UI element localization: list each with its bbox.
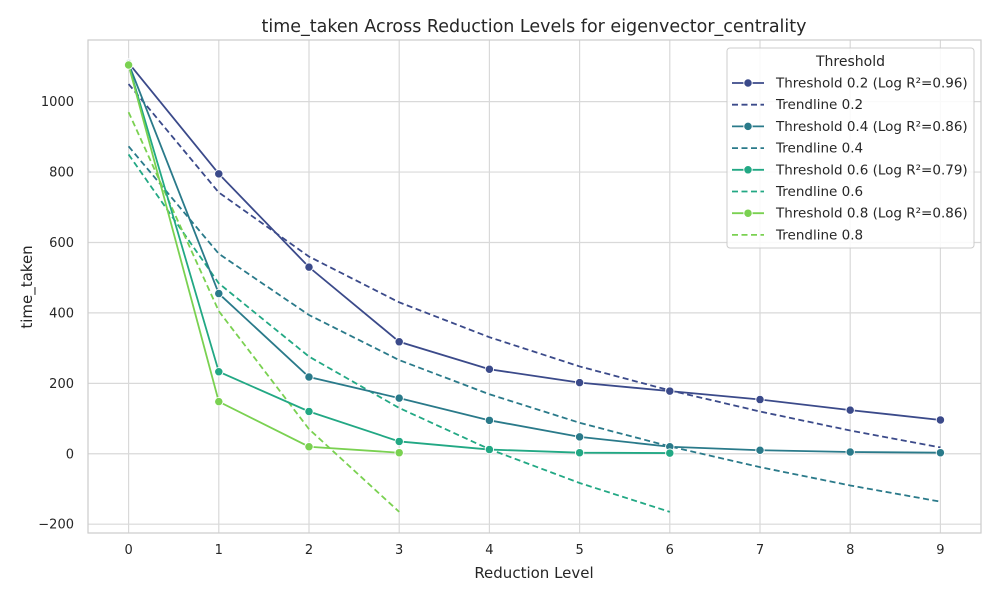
- data-point: [845, 405, 855, 415]
- trendline-2: [127, 153, 671, 513]
- x-tick-label: 7: [756, 543, 764, 558]
- legend-label: Trendline 0.6: [775, 184, 863, 200]
- x-tick-label: 5: [575, 543, 583, 558]
- legend-label: Threshold 0.8 (Log R²=0.86): [775, 206, 968, 222]
- x-tick-label: 1: [215, 543, 223, 558]
- data-point: [394, 393, 404, 403]
- data-point: [304, 406, 314, 417]
- y-tick-label: 800: [49, 166, 74, 181]
- x-tick-label: 4: [485, 543, 493, 558]
- y-tick-label: −200: [38, 518, 74, 533]
- data-point: [214, 367, 224, 377]
- trendline-0: [127, 83, 941, 449]
- legend-box: [726, 47, 975, 249]
- series-line-3: [127, 64, 400, 454]
- x-tick-label: 6: [666, 543, 674, 558]
- data-point: [755, 445, 765, 455]
- data-point: [574, 448, 585, 458]
- data-point: [665, 386, 675, 396]
- legend-label: Threshold 0.2 (Log R²=0.96): [775, 76, 968, 92]
- x-tick-label: 3: [395, 543, 403, 558]
- y-tick-label: 400: [49, 306, 74, 321]
- x-axis-ticks: 0 1 2 3 4 5 6 7 8 9: [124, 543, 944, 558]
- y-tick-label: 0: [66, 447, 74, 462]
- data-point: [845, 447, 855, 457]
- legend-label: Threshold 0.6 (Log R²=0.79): [775, 162, 968, 178]
- y-tick-label: 200: [49, 377, 74, 392]
- series-line-1: [127, 63, 941, 454]
- x-tick-label: 8: [846, 543, 854, 558]
- data-point: [214, 169, 224, 179]
- legend-marker: [743, 165, 753, 175]
- data-point: [755, 394, 765, 405]
- data-point: [394, 448, 404, 458]
- legend-marker: [743, 121, 753, 132]
- legend-marker: [743, 78, 753, 88]
- data-point: [935, 448, 946, 458]
- legend-label: Trendline 0.4: [775, 141, 863, 157]
- legend-label: Trendline 0.2: [775, 97, 863, 113]
- plot-frame: [87, 39, 982, 534]
- legend: Threshold Threshold 0.2 (Log R²=0.96) Tren…: [726, 47, 975, 249]
- data-point: [394, 337, 404, 347]
- data-point: [304, 372, 314, 382]
- trendline-3: [127, 111, 400, 513]
- trendline-1: [127, 145, 941, 503]
- x-tick-label: 2: [305, 543, 313, 558]
- series-line-0: [127, 62, 941, 421]
- data-point: [214, 288, 224, 299]
- data-point: [665, 448, 675, 458]
- legend-marker: [743, 208, 753, 218]
- x-axis-title: Reduction Level: [474, 564, 593, 582]
- data-point: [484, 415, 495, 425]
- y-axis-ticks: −200 0 200 400 600 800 1000: [38, 95, 74, 533]
- x-tick-label: 9: [936, 543, 944, 558]
- data-point: [484, 364, 495, 374]
- data-point: [214, 397, 224, 407]
- chart-title: time_taken Across Reduction Levels for e…: [261, 17, 806, 37]
- data-point: [304, 262, 314, 272]
- data-point: [935, 415, 946, 425]
- data-point: [574, 432, 585, 442]
- legend-label: Trendline 0.8: [775, 227, 863, 243]
- data-point: [123, 60, 134, 70]
- data-point: [394, 436, 404, 447]
- y-tick-label: 1000: [41, 95, 74, 110]
- legend-title: Threshold: [815, 54, 885, 70]
- x-tick-label: 0: [124, 543, 132, 558]
- series-layer: [123, 58, 946, 513]
- data-point: [484, 444, 495, 455]
- data-point: [574, 377, 585, 388]
- legend-label: Threshold 0.4 (Log R²=0.86): [775, 119, 968, 135]
- y-axis-title: time_taken: [18, 245, 37, 328]
- data-point: [304, 442, 314, 452]
- y-tick-label: 600: [49, 236, 74, 251]
